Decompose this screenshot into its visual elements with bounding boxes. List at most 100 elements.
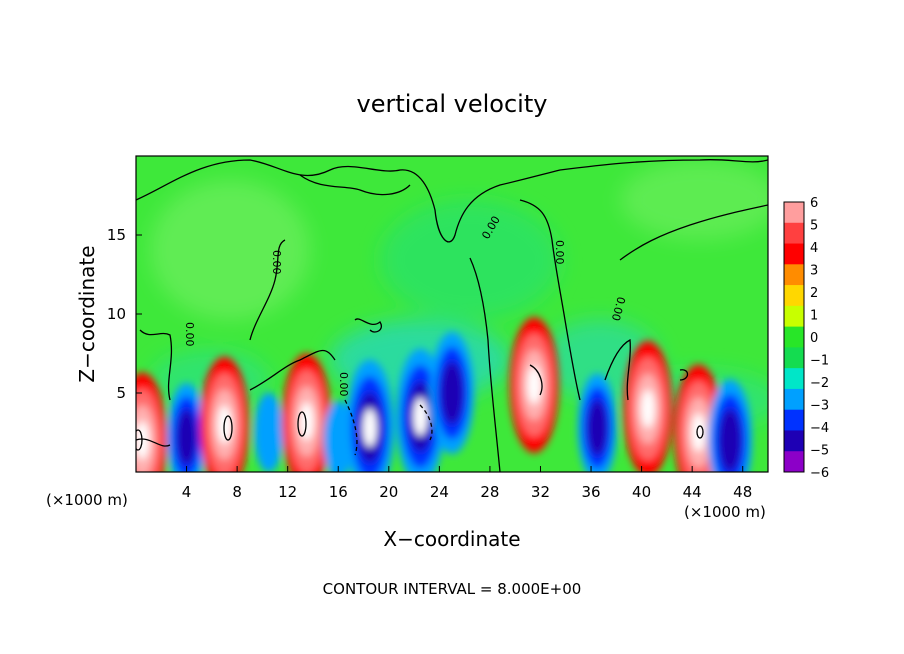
velocity-cell-level	[413, 397, 428, 436]
x-unit-right: (×1000 m)	[684, 503, 766, 521]
colorbar-tick-label: 6	[810, 196, 818, 211]
velocity-cell	[577, 373, 617, 472]
colorbar-tick-label: 0	[810, 331, 818, 346]
contour-line	[136, 429, 143, 451]
colorbar-swatch	[784, 368, 804, 390]
y-axis: 5 10 15	[107, 226, 142, 402]
velocity-cell	[623, 340, 673, 472]
contour-line	[469, 257, 501, 472]
contour-line	[529, 364, 543, 396]
velocity-cell	[345, 359, 395, 472]
colorbar-tick-label: −2	[810, 376, 829, 391]
velocity-cell	[253, 392, 284, 472]
chart-title: vertical velocity	[357, 90, 548, 118]
velocity-cell-level	[440, 361, 464, 425]
contour-label: 0.00	[553, 240, 566, 265]
x-tick-label: 20	[379, 483, 398, 501]
x-axis-label: X−coordinate	[383, 527, 520, 551]
velocity-cell-level	[176, 409, 197, 466]
x-tick-label: 12	[278, 483, 297, 501]
contour-line	[136, 158, 768, 243]
colorbar: 6 5 4 3 2 1 0 −1 −2 −3 −4 −5 −6	[783, 196, 829, 481]
x-tick-label: 16	[329, 483, 348, 501]
colorbar-tick-label: 3	[810, 264, 818, 279]
colorbar-swatch	[784, 202, 804, 224]
contour-label: 0.00	[270, 250, 283, 275]
colorbar-swatch	[784, 347, 804, 369]
colorbar-swatch	[784, 285, 804, 307]
contour-line	[604, 338, 632, 401]
contour-line	[344, 399, 358, 456]
y-tick-label: 15	[107, 226, 126, 244]
y-tick-label: 10	[107, 305, 126, 323]
colorbar-swatch	[784, 451, 804, 473]
colorbar-swatch	[784, 264, 804, 286]
contour-interval-footer: CONTOUR INTERVAL = 8.000E+00	[323, 580, 582, 598]
contour-line	[297, 411, 307, 437]
x-tick-label: 48	[733, 483, 752, 501]
velocity-cell-level	[527, 366, 541, 405]
contour-lines	[136, 158, 768, 472]
contour-line	[696, 425, 704, 439]
velocity-cell-level	[587, 399, 608, 456]
contour-line	[249, 239, 286, 341]
velocity-cell-level	[641, 389, 655, 428]
contour-line	[419, 404, 433, 441]
x-unit-left: (×1000 m)	[46, 491, 128, 509]
velocity-cell	[708, 379, 753, 472]
x-tick-label: 8	[232, 483, 242, 501]
colorbar-tick-label: 4	[810, 241, 818, 256]
velocity-cell-level	[691, 413, 706, 452]
x-tick-label: 24	[430, 483, 449, 501]
y-axis-label: Z−coordinate	[75, 245, 99, 382]
x-tick-label: 4	[182, 483, 192, 501]
velocity-cell-level	[718, 408, 742, 472]
contour-line	[299, 174, 411, 196]
colorbar-swatch	[784, 305, 804, 328]
velocity-cell-level	[363, 408, 377, 447]
colorbar-tick-label: −3	[810, 399, 829, 414]
colorbar-swatch	[784, 326, 804, 348]
colorbar-swatch	[784, 388, 804, 411]
velocity-cell	[282, 353, 332, 472]
contour-labels: 0.00 0.00 0.00 0.00 0.00 0.00	[183, 214, 628, 397]
x-tick-label: 36	[581, 483, 600, 501]
velocity-cell	[430, 332, 474, 454]
x-tick-label: 28	[480, 483, 499, 501]
contour-line	[354, 318, 382, 333]
velocity-cell-level	[253, 392, 284, 472]
contour-label: 0.00	[337, 372, 350, 397]
velocity-cell	[323, 400, 354, 472]
colorbar-swatch	[784, 222, 804, 245]
contour-label: 0.00	[183, 322, 196, 347]
colorbar-tick-label: 1	[810, 309, 818, 324]
contour-line	[139, 329, 173, 401]
colorbar-tick-label: −5	[810, 444, 829, 459]
contour-line	[136, 438, 171, 447]
colorbar-tick-label: −1	[810, 354, 829, 369]
contour-line	[519, 199, 581, 401]
y-tick-label: 5	[116, 384, 126, 402]
colorbar-tick-label: −4	[810, 421, 829, 436]
contour-label: 0.00	[609, 295, 628, 322]
colorbar-tick-label: 5	[810, 219, 818, 234]
colorbar-swatch	[784, 430, 804, 452]
contour-line	[619, 204, 768, 261]
colorbar-frame	[783, 201, 805, 473]
contour-line	[679, 369, 689, 381]
colorbar-swatch	[784, 243, 804, 265]
x-tick-label: 32	[531, 483, 550, 501]
plot-area: 0.00 0.00 0.00 0.00 0.00 0.00	[136, 156, 768, 472]
colorbar-swatch	[784, 409, 804, 431]
x-tick-label: 40	[632, 483, 651, 501]
velocity-cell	[509, 317, 559, 454]
contour-line	[249, 349, 336, 391]
velocity-cell	[166, 383, 207, 472]
colorbar-tick-label: −6	[810, 466, 829, 481]
contour-line	[223, 415, 233, 441]
x-tick-label: 44	[683, 483, 702, 501]
velocity-cell-level	[299, 402, 314, 441]
velocity-cell-level	[323, 400, 354, 472]
colorbar-tick-label: 2	[810, 286, 818, 301]
